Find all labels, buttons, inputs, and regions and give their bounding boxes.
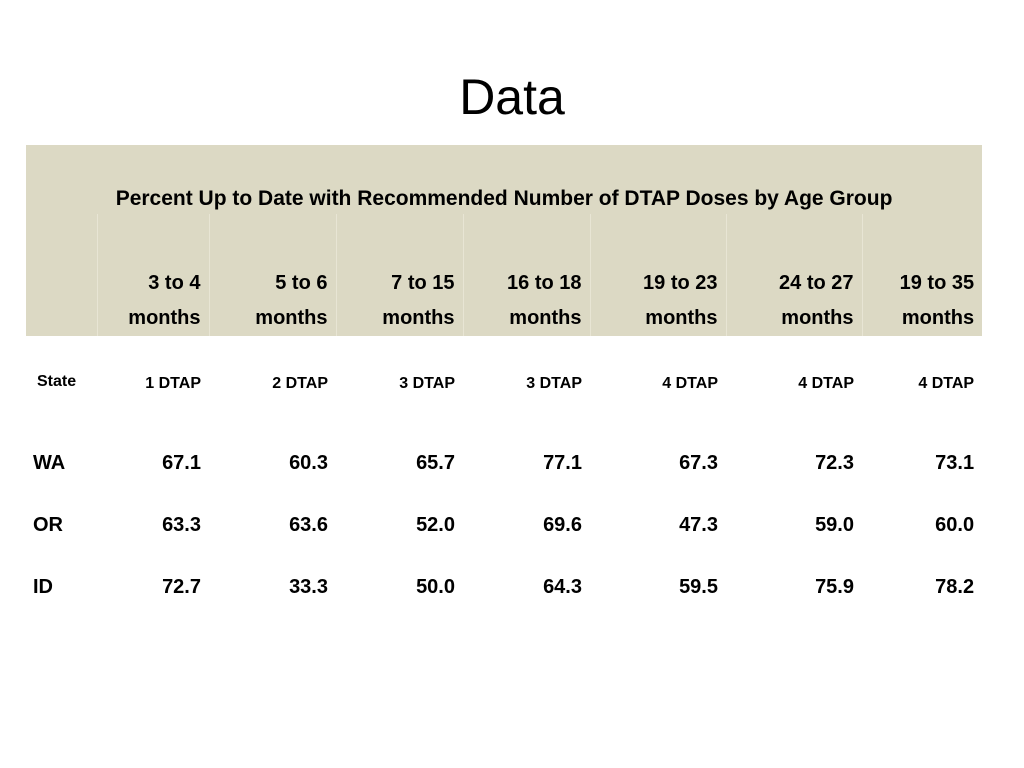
value-cell: 78.2 bbox=[935, 575, 975, 598]
table-row: OR 63.3 63.6 52.0 69.6 47.3 59.0 60.0 bbox=[26, 494, 982, 556]
table-caption-row: Percent Up to Date with Recommended Numb… bbox=[26, 145, 983, 214]
age-group-header-row: 3 to 4 months 5 to 6 months 7 to 15 months … bbox=[26, 214, 983, 336]
value-cell: 60.0 bbox=[935, 513, 975, 536]
value-cell: 69.6 bbox=[543, 513, 582, 536]
age-group-header: 5 to 6 months bbox=[208, 214, 336, 336]
table-row: ID 72.7 33.3 50.0 64.3 59.5 75.9 78.2 bbox=[26, 556, 982, 618]
dose-header: 4 DTAP bbox=[918, 375, 975, 392]
age-group-header: 19 to 23 months bbox=[589, 214, 726, 336]
dose-header: 3 DTAP bbox=[399, 375, 455, 392]
state-cell: ID bbox=[33, 575, 53, 598]
value-cell: 59.5 bbox=[679, 575, 718, 598]
age-group-header: 3 to 4 months bbox=[96, 214, 209, 336]
dose-header: 3 DTAP bbox=[526, 375, 582, 392]
value-cell: 52.0 bbox=[416, 513, 455, 536]
value-cell: 59.0 bbox=[815, 513, 854, 536]
empty-header-cell bbox=[26, 214, 97, 336]
age-group-header: 19 to 35 months bbox=[861, 214, 983, 336]
dose-header: 4 DTAP bbox=[662, 375, 718, 392]
value-cell: 65.7 bbox=[416, 451, 455, 474]
value-cell: 63.6 bbox=[289, 513, 328, 536]
value-cell: 72.7 bbox=[162, 575, 201, 598]
state-cell: WA bbox=[33, 451, 66, 474]
age-group-header: 16 to 18 months bbox=[462, 214, 590, 336]
dose-header: 1 DTAP bbox=[145, 375, 201, 392]
state-column-header: State bbox=[37, 373, 77, 390]
value-cell: 73.1 bbox=[935, 451, 975, 474]
value-cell: 63.3 bbox=[162, 513, 201, 536]
value-cell: 77.1 bbox=[543, 451, 582, 474]
dose-header: 2 DTAP bbox=[272, 375, 328, 392]
value-cell: 67.3 bbox=[679, 451, 718, 474]
age-group-header: 24 to 27 months bbox=[725, 214, 862, 336]
table-caption: Percent Up to Date with Recommended Numb… bbox=[26, 145, 983, 214]
slide-title: Data bbox=[459, 69, 565, 125]
dose-header-row: State 1 DTAP 2 DTAP 3 DTAP 3 DTAP 4 DTAP… bbox=[26, 336, 982, 432]
value-cell: 50.0 bbox=[416, 575, 455, 598]
state-cell: OR bbox=[33, 513, 63, 536]
immunization-table: Percent Up to Date with Recommended Numb… bbox=[26, 145, 983, 618]
value-cell: 33.3 bbox=[289, 575, 328, 598]
dose-header: 4 DTAP bbox=[798, 375, 854, 392]
age-group-header: 7 to 15 months bbox=[335, 214, 463, 336]
table-row: WA 67.1 60.3 65.7 77.1 67.3 72.3 73.1 bbox=[26, 432, 982, 494]
value-cell: 75.9 bbox=[815, 575, 854, 598]
value-cell: 47.3 bbox=[679, 513, 718, 536]
value-cell: 72.3 bbox=[815, 451, 854, 474]
value-cell: 64.3 bbox=[543, 575, 582, 598]
value-cell: 67.1 bbox=[162, 451, 201, 474]
value-cell: 60.3 bbox=[289, 451, 328, 474]
